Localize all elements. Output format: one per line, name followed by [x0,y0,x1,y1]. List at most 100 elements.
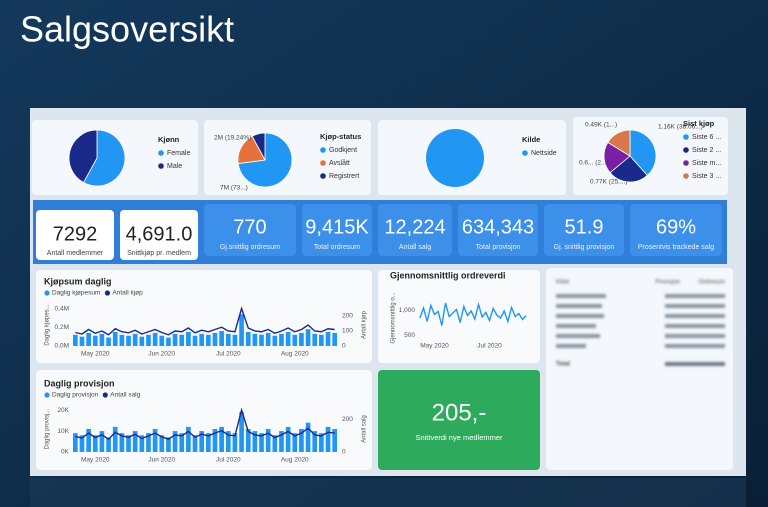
legend-label: Siste m... [692,160,721,167]
kpi-label: Gj.snittlig ordresum [220,244,280,251]
bar [299,429,304,452]
bar [212,332,218,346]
row [665,324,725,328]
legend-swatch [158,163,164,169]
legend-title: Kjønn [158,135,180,144]
legend-label: Godkjent [329,147,357,154]
y2-tick-label: 0 [342,343,346,350]
bar [119,433,125,452]
bar [192,335,198,346]
bar [232,334,238,346]
bar [265,429,271,452]
table-total: Total [556,362,570,368]
legend-swatch [683,147,689,153]
highlight-value: 205,- [432,399,487,426]
bar [92,335,98,346]
legend-swatch [683,134,689,140]
y-axis-label: Daglig provisj... [45,408,51,449]
x-tick-label: May 2020 [420,343,449,350]
bar [159,435,165,452]
bar [152,332,158,346]
legend-swatch [683,173,689,179]
bar [272,335,278,346]
table-header: Provisjon [655,280,680,286]
x-tick-label: Jul 2020 [477,343,502,350]
bar [212,429,218,452]
legend-label: Nettside [531,150,557,157]
line [75,407,335,441]
bar [325,426,331,452]
bar [186,332,191,346]
bar [79,336,85,346]
kpi-card [302,204,372,256]
highlight-card [378,370,540,470]
bar [232,433,238,452]
line [419,301,527,326]
kpi-label: Antall medlemmer [47,250,104,257]
bar [192,435,198,452]
y-axis-label: Gjennomsnittlig o... [391,292,397,344]
row [665,344,725,348]
bar [179,433,185,452]
bar [79,435,85,452]
legend-swatch [320,173,326,179]
bar [279,431,284,452]
data-label: 2M (19.24%) [214,135,251,142]
bar [159,335,165,346]
bar [219,426,224,452]
legend-title: Sist kjøp [683,119,715,128]
row [556,324,596,328]
x-tick-label: Aug 2020 [281,351,309,358]
kpi-card [120,210,198,260]
y-tick-label: 1,000 [399,307,416,314]
bar [199,431,205,452]
y-tick-label: 10K [57,428,69,435]
kpi-value: 7292 [53,223,98,245]
bar [225,431,231,452]
pie-slice [609,155,648,183]
bar [285,426,291,452]
legend-label: Siste 6 ... [692,134,721,141]
x-tick-label: Jun 2020 [148,457,175,464]
legend-swatch [522,150,528,156]
bar [205,433,211,452]
bar [332,332,338,346]
bar [312,333,318,346]
x-tick-label: May 2020 [81,351,110,358]
row [665,334,725,338]
legend-swatch [683,160,689,166]
kpi-value: 9,415K [305,216,369,238]
legend-swatch [44,290,50,296]
kpi-card [544,204,624,256]
bar [292,433,298,452]
bar [332,429,338,452]
chart-title: Daglig provisjon [44,378,115,388]
bar [186,426,191,452]
bar [219,331,224,346]
bar [319,334,324,346]
pie-slice [68,129,98,184]
blurred-table: Kilde Provisjon Ordresum Total [556,280,725,368]
legend-swatch [320,147,326,153]
bar [152,429,158,452]
legend-label: Daglig kjøpesum [52,290,100,297]
row [665,314,725,318]
bar [305,422,311,452]
chart-title: Kjøpsum daglig [44,276,112,286]
legend-label: Registrert [329,173,359,180]
bar [285,332,291,346]
bar [252,431,258,452]
kpi-label: Antall salg [399,244,431,251]
legend-label: Avslått [329,159,350,167]
bar [272,435,278,452]
highlight-label: Snittverdi nye medlemmer [415,433,503,442]
line [75,306,335,336]
kpi-value: 4,691.0 [126,223,193,245]
reflection [30,478,746,507]
bar [99,333,105,346]
data-label: 1.16K (38.06...) [658,124,703,131]
legend-swatch [320,160,326,166]
pie-slice [426,129,484,187]
bar [112,426,118,452]
